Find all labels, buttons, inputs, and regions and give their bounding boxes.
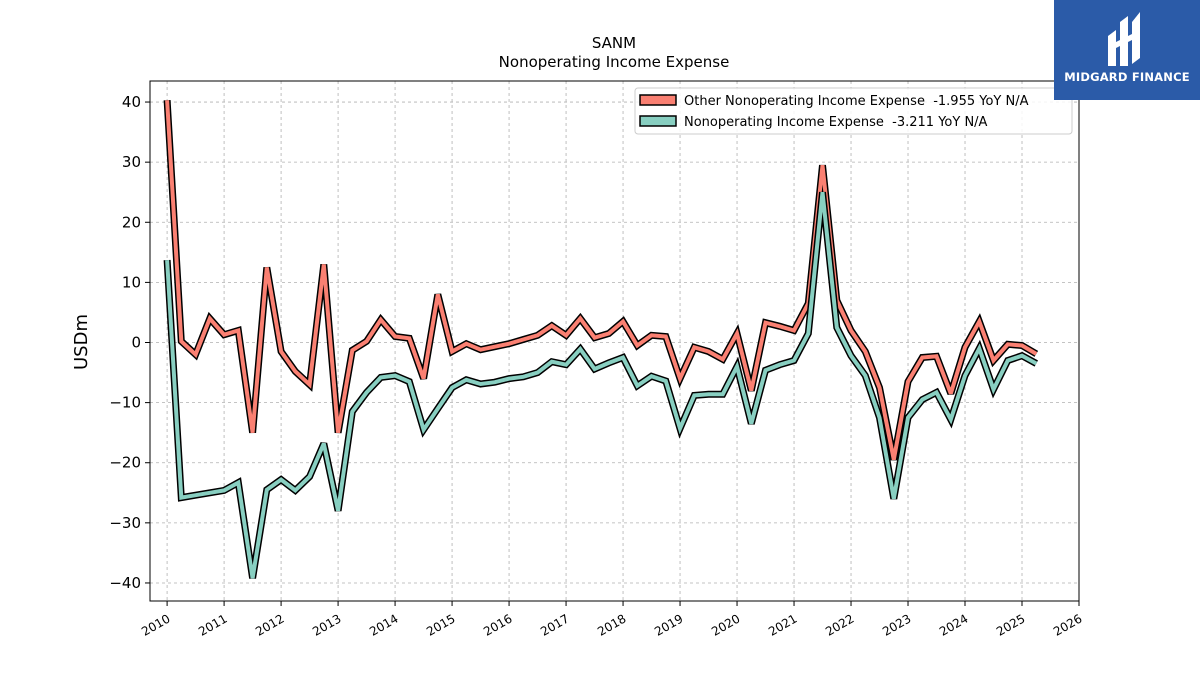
x-axis: 2010 2011 2012 2013 2014 2015 2016 2017 2018 2019… [139, 601, 1085, 639]
chart-subtitle: Nonoperating Income Expense [499, 53, 730, 71]
y-tick-label: −40 [109, 574, 141, 592]
y-axis: −40 −30 −20 −10 0 10 20 30 40 [109, 93, 150, 592]
series-lines [163, 99, 1039, 579]
x-tick-label: 2023 [880, 611, 913, 638]
x-tick-label: 2010 [139, 611, 172, 638]
y-tick-label: 30 [122, 153, 141, 171]
y-tick-label: 20 [122, 213, 141, 231]
legend-label: Other Nonoperating Income Expense -1.955… [684, 94, 1029, 109]
y-tick-label: −30 [109, 514, 141, 532]
x-tick-label: 2012 [253, 611, 286, 638]
plot-frame [149, 80, 1080, 602]
x-tick-label: 2019 [652, 611, 685, 638]
x-tick-label: 2022 [823, 611, 856, 638]
logo-mark-icon [1108, 12, 1140, 66]
legend-swatch [639, 115, 677, 127]
y-tick-label: −10 [109, 394, 141, 412]
x-tick-label: 2017 [538, 611, 571, 638]
x-tick-label: 2020 [709, 611, 742, 638]
legend-label: Nonoperating Income Expense -3.211 YoY N… [684, 115, 988, 130]
x-tick-label: 2026 [1051, 611, 1084, 638]
chart-title: SANM [592, 34, 636, 52]
series-line-1 [165, 100, 1038, 461]
legend-box [634, 87, 1073, 135]
logo-text: MIDGARD FINANCE [1064, 70, 1190, 84]
x-tick-label: 2016 [481, 611, 514, 638]
x-tick-label: 2025 [994, 611, 1027, 638]
legend: Other Nonoperating Income Expense -1.955… [634, 87, 1073, 135]
grid [150, 81, 1080, 601]
y-tick-label: 10 [122, 273, 141, 291]
y-axis-label: USDm [71, 314, 92, 370]
y-tick-label: 0 [131, 334, 141, 352]
x-tick-label: 2014 [367, 611, 400, 638]
midgard-finance-logo: MIDGARD FINANCE [1054, 0, 1200, 100]
x-tick-label: 2021 [766, 611, 799, 638]
x-tick-label: 2024 [937, 611, 970, 638]
y-tick-label: 40 [122, 93, 141, 111]
x-tick-label: 2011 [196, 611, 229, 638]
legend-swatch [639, 94, 677, 106]
series-line-2 [165, 191, 1038, 579]
x-tick-label: 2018 [595, 611, 628, 638]
x-tick-label: 2013 [310, 611, 343, 638]
series-outline-1 [163, 99, 1039, 461]
y-tick-label: −20 [109, 454, 141, 472]
x-tick-label: 2015 [424, 611, 457, 638]
